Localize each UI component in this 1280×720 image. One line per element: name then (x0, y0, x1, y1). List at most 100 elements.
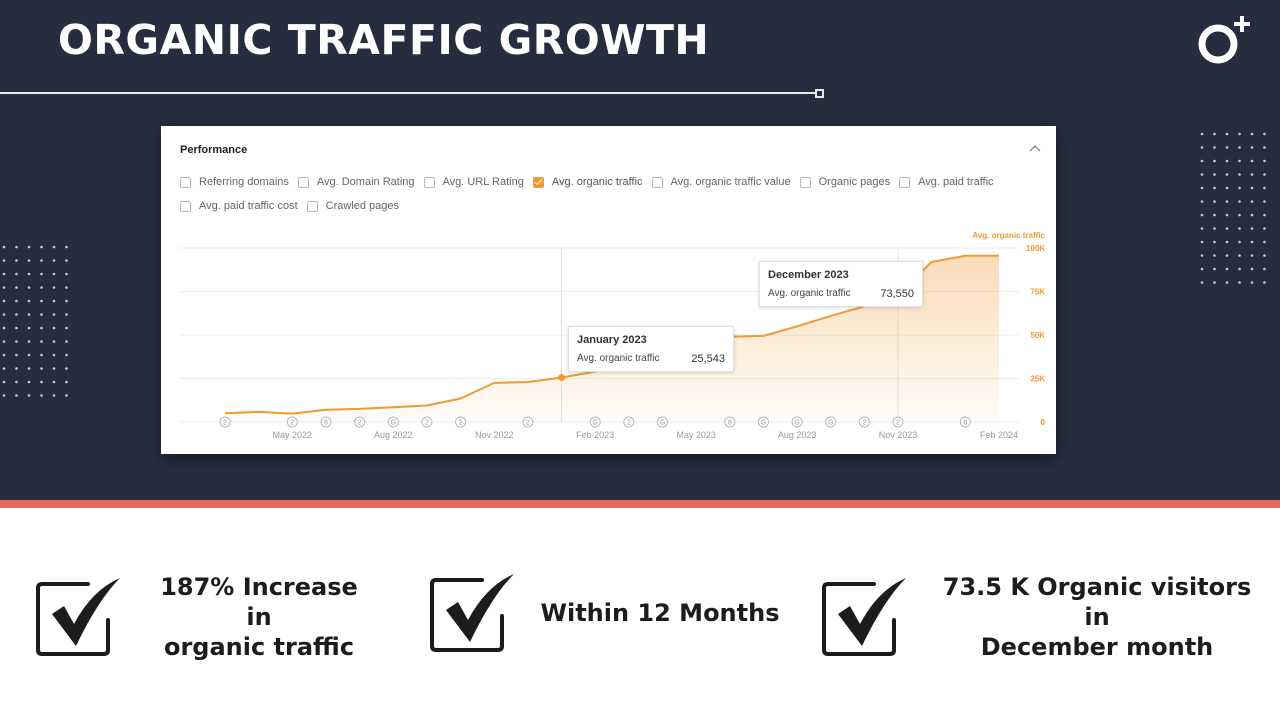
checkbox-label: Avg. paid traffic (918, 176, 994, 188)
checkbox-unchecked-icon[interactable] (799, 176, 811, 188)
checkbox-checked-icon[interactable] (532, 176, 544, 188)
annotation-marker[interactable]: 8 (320, 416, 332, 428)
chevron-up-icon[interactable] (1029, 144, 1041, 153)
checkbox-label: Avg. organic traffic (551, 176, 643, 188)
annotation-marker[interactable]: 2 (354, 416, 366, 428)
checkbox-label: Avg. paid traffic cost (199, 200, 298, 212)
decorative-dot (2, 326, 6, 330)
checkbox-unchecked-icon[interactable] (297, 176, 309, 188)
decorative-dot (40, 313, 43, 316)
svg-text:2: 2 (290, 420, 294, 427)
metric-checkbox-avg-organic-traffic-value[interactable]: Avg. organic traffic value (651, 176, 791, 188)
metric-checkbox-avg-paid-traffic-cost[interactable]: Avg. paid traffic cost (180, 200, 298, 212)
metric-checkbox-crawled-pages[interactable]: Crawled pages (306, 200, 399, 212)
decorative-dot (1238, 173, 1241, 176)
annotation-marker[interactable]: 8 (724, 416, 736, 428)
decorative-dot (52, 272, 56, 276)
decorative-dot (1238, 213, 1241, 217)
metric-checkbox-organic-pages[interactable]: Organic pages (799, 176, 891, 188)
annotation-marker[interactable]: G (791, 416, 803, 428)
decorative-dot (2, 299, 6, 303)
annotation-marker[interactable]: 2 (858, 416, 870, 428)
metric-checkbox-row-1: Referring domains Avg. Domain Rating Avg. … (180, 176, 1003, 188)
decorative-dot (2, 353, 6, 357)
decorative-dot (15, 394, 18, 397)
checkbox-unchecked-icon[interactable] (180, 176, 191, 188)
o-plus-logo-icon (1198, 16, 1250, 64)
x-tick-label: Nov 2023 (879, 430, 918, 440)
annotation-marker[interactable]: 2 (892, 416, 904, 428)
decorative-dot (1225, 186, 1229, 190)
checkbox-unchecked-icon[interactable] (423, 176, 435, 188)
decorative-dot (1250, 213, 1254, 217)
decorative-dot (15, 272, 18, 276)
checkbox-unchecked-icon[interactable] (651, 176, 663, 188)
decorative-dot (1213, 213, 1216, 217)
decorative-dot (1263, 267, 1266, 271)
performance-panel: 0 25K 50K 75K 100K Avg. organic traffic 2 2 8 2 G 2… (161, 126, 1056, 454)
decorative-dot (1263, 281, 1266, 284)
checkbox-unchecked-icon[interactable] (306, 200, 318, 212)
tooltip-date: January 2023 (577, 334, 647, 346)
decorative-dot (1238, 132, 1241, 136)
y-tick-label: 75K (1030, 288, 1045, 297)
metric-checkbox-avg-paid-traffic[interactable]: Avg. paid traffic (899, 176, 994, 188)
annotation-marker[interactable]: 2 (522, 416, 534, 428)
chart-tooltip-january-2023: January 2023 Avg. organic traffic 25,543 (568, 326, 734, 372)
annotation-marker[interactable]: 2 (455, 416, 467, 428)
checkbox-label: Avg. URL Rating (442, 176, 524, 188)
checkbox-unchecked-icon[interactable] (180, 200, 191, 212)
annotation-marker[interactable]: 2 (286, 416, 298, 428)
decorative-dot (2, 286, 6, 289)
metric-checkbox-avg-organic-traffic[interactable]: Avg. organic traffic (532, 176, 643, 188)
decorative-dot (1238, 200, 1241, 203)
annotation-marker[interactable]: G (825, 416, 837, 428)
svg-text:8: 8 (728, 420, 732, 427)
checkbox-label: Referring domains (199, 176, 289, 188)
annotation-marker[interactable]: 2 (421, 416, 433, 428)
annotation-marker[interactable]: 2 (623, 416, 635, 428)
decorative-dot (65, 367, 68, 370)
decorative-dot (1250, 254, 1254, 257)
decorative-dot (1225, 173, 1229, 176)
decorative-dot (27, 272, 31, 276)
decorative-dot (1263, 240, 1266, 244)
decorative-dot (1263, 173, 1266, 176)
tooltip-date: December 2023 (768, 269, 849, 281)
checkbox-label: Avg. organic traffic value (670, 176, 791, 188)
svg-text:G: G (794, 420, 799, 427)
decorative-dot-grid-left (2, 245, 68, 397)
decorative-dot (15, 286, 18, 289)
metric-checkbox-avg-domain-rating[interactable]: Avg. Domain Rating (297, 176, 415, 188)
decorative-dot (2, 340, 6, 343)
decorative-dot (65, 299, 68, 303)
checkbox-label: Organic pages (818, 176, 891, 188)
series-area (225, 255, 999, 422)
metric-checkbox-row-2: Avg. paid traffic cost Crawled pages (180, 200, 408, 212)
decorative-dot (15, 326, 18, 330)
y-tick-label: 0 (1041, 418, 1046, 427)
decorative-dot (52, 286, 56, 289)
annotation-marker[interactable]: G (589, 416, 601, 428)
annotation-marker[interactable]: G (656, 416, 668, 428)
checkbox-unchecked-icon[interactable] (899, 176, 911, 188)
svg-text:G: G (761, 420, 766, 427)
decorative-dot (65, 245, 68, 249)
decorative-dot (1200, 186, 1204, 190)
decorative-dot (1213, 227, 1216, 230)
x-tick-label: May 2022 (273, 430, 313, 440)
decorative-dot (2, 259, 6, 262)
title-underline-end-marker (815, 89, 824, 98)
metric-checkbox-referring-domains[interactable]: Referring domains (180, 176, 289, 188)
checkbox-check-icon (822, 578, 906, 656)
decorative-dot (40, 259, 43, 262)
annotation-marker[interactable]: G (757, 416, 769, 428)
metric-checkbox-avg-url-rating[interactable]: Avg. URL Rating (423, 176, 524, 188)
annotation-marker[interactable]: G (387, 416, 399, 428)
decorative-dot (1238, 281, 1241, 284)
title-underline (0, 92, 816, 94)
decorative-dot (1238, 267, 1241, 271)
highlighted-data-point[interactable] (558, 374, 566, 382)
annotation-marker[interactable]: 8 (959, 416, 971, 428)
annotation-marker[interactable]: 2 (219, 416, 231, 428)
